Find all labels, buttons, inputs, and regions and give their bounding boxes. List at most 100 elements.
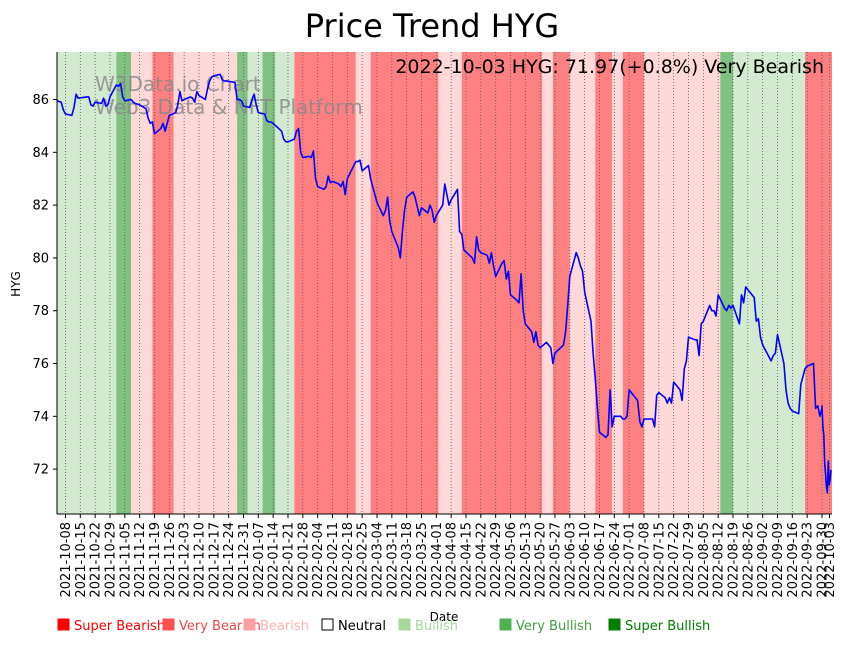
x-tick-label: 2022-09-16 [786,522,801,598]
y-tick-label: 82 [32,199,49,214]
x-tick-label: 2022-01-28 [296,522,311,598]
legend-label: Super Bullish [625,619,710,634]
x-tick-label: 2022-08-26 [741,522,756,598]
x-tick-label: 2022-06-17 [593,522,608,598]
x-tick-label: 2021-12-31 [237,522,252,598]
legend-swatch [162,618,175,631]
x-tick-label: 2022-04-22 [474,522,489,598]
band-bearish [438,52,462,514]
x-tick-label: 2022-06-24 [608,522,623,598]
chart-title: Price Trend HYG [305,7,559,45]
chart-annotation: 2022-10-03 HYG: 71.97(+0.8%) Very Bearis… [395,56,824,78]
legend-swatch [57,618,70,631]
price-line-layer [56,73,832,494]
x-tick-label: 2022-02-18 [341,522,356,598]
x-tick-label: 2022-01-07 [252,522,267,598]
x-tick-label: 2021-11-05 [118,522,133,598]
price-line-hyg [56,73,832,494]
y-tick-label: 74 [32,410,49,425]
x-tick-label: 2022-06-10 [578,522,593,598]
band-very-bearish [595,52,613,514]
x-tick-label: 2022-09-30 [816,522,831,598]
x-tick-label: 2021-12-17 [207,522,222,598]
band-bullish [732,52,806,514]
band-very-bearish [552,52,570,514]
legend-swatch [321,618,334,631]
y-tick-label: 84 [32,146,49,161]
x-tick-label: 2022-07-22 [667,522,682,598]
band-bearish [542,52,553,514]
band-bearish [643,52,721,514]
legend-label: Bearish [260,619,309,634]
legend-label: Super Bearish [74,619,165,634]
legend-swatch [398,618,411,631]
legend-swatch [243,618,256,631]
x-tick-label: 2021-11-12 [133,522,148,598]
x-ticks: 2021-10-08 2021-10-15 2021-10-22 2021-10-29… [59,514,838,598]
x-tick-label: 2022-02-11 [326,522,341,598]
legend-label: Bullish [415,619,458,634]
legend: Super Bearish Very Bearish Bearish Neutral B… [57,618,710,634]
x-tick-label: 2022-07-08 [637,522,652,598]
band-very-bearish [461,52,543,514]
x-tick-label: 2022-05-20 [534,522,549,598]
x-tick-label: 2022-03-25 [415,522,430,598]
x-tick-label: 2022-05-13 [519,522,534,598]
band-bearish [569,52,596,514]
legend-swatch [608,618,621,631]
x-tick-label: 2022-03-11 [385,522,400,598]
band-very-bullish [116,52,132,514]
band-very-bearish [370,52,439,514]
band-very-bearish [805,52,832,514]
x-tick-label: 2021-12-10 [192,522,207,598]
y-tick-label: 78 [32,304,49,319]
band-very-bullish [237,52,248,514]
band-bullish [275,52,295,514]
x-tick-label: 2022-03-18 [400,522,415,598]
x-tick-label: 2021-11-26 [163,522,178,598]
watermark-line-2: Web3 Data & NFT Platform [95,95,363,119]
band-very-bullish [262,52,276,514]
band-bearish [612,52,623,514]
band-bearish [131,52,153,514]
x-tick-label: 2022-07-15 [652,522,667,598]
band-bearish [173,52,238,514]
band-very-bearish [294,52,356,514]
y-tick-label: 80 [32,251,49,266]
x-tick-label: 2022-01-21 [281,522,296,598]
x-tick-label: 2022-08-05 [697,522,712,598]
legend-label: Very Bullish [516,619,592,634]
legend-label: Very Bearish [179,619,261,634]
x-tick-label: 2021-12-03 [178,522,193,598]
x-tick-label: 2021-10-22 [89,522,104,598]
y-tick-label: 86 [32,93,49,108]
x-tick-label: 2021-10-29 [103,522,118,598]
x-tick-label: 2022-02-04 [311,522,326,598]
x-tick-label: 2022-04-01 [430,522,445,598]
x-tick-label: 2022-04-08 [445,522,460,598]
x-tick-label: 2022-04-29 [489,522,504,598]
x-tick-label: 2022-01-14 [267,522,282,598]
x-tick-label: 2022-06-03 [563,522,578,598]
x-tick-label: 2022-02-25 [356,522,371,598]
y-tick-label: 72 [32,463,49,478]
x-tick-label: 2021-11-19 [148,522,163,598]
x-tick-label: 2022-08-12 [712,522,727,598]
vertical-gridlines [65,52,830,514]
x-tick-label: 2022-10-03 [823,522,838,598]
x-tick-label: 2022-09-23 [801,522,816,598]
y-tick-label: 76 [32,357,49,372]
band-bullish [247,52,263,514]
x-tick-label: 2022-07-01 [623,522,638,598]
band-bullish [57,52,117,514]
x-tick-label: 2022-07-29 [682,522,697,598]
x-tick-label: 2022-09-02 [756,522,771,598]
legend-label: Neutral [338,619,386,634]
band-very-bearish [622,52,644,514]
x-tick-label: 2022-04-15 [459,522,474,598]
sentiment-bands [57,52,832,514]
x-tick-label: 2022-03-04 [370,522,385,598]
band-very-bullish [720,52,733,514]
band-very-bearish [152,52,174,514]
